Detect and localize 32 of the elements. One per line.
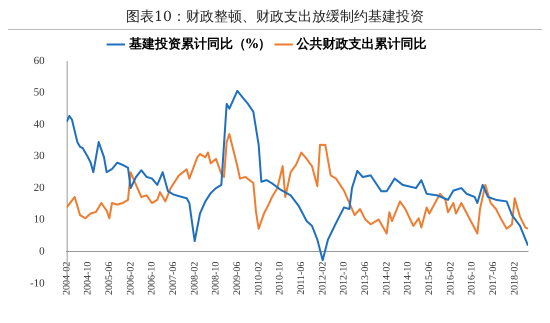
y-tick-label: 20 — [34, 182, 46, 194]
y-tick-label: 60 — [34, 54, 46, 67]
y-tick-label: 30 — [34, 150, 46, 162]
y-tick-label: 10 — [34, 214, 46, 226]
x-tick-label: 2009-06 — [232, 262, 243, 295]
legend-label: 公共财政支出累计同比 — [296, 36, 427, 52]
x-tick-label: 2016-02 — [445, 262, 456, 295]
x-tick-label: 2008-10 — [210, 262, 222, 295]
y-tick-label: 40 — [34, 118, 46, 130]
x-tick-label: 2015-06 — [424, 262, 435, 295]
x-tick-label: 2006-02 — [125, 262, 136, 295]
x-tick-label: 2010-10 — [274, 262, 286, 295]
x-tick-label: 2016-10 — [466, 262, 478, 295]
legend-label: 基建投资累计同比（%） — [128, 36, 272, 52]
x-tick-label: 2013-06 — [360, 262, 371, 295]
x-tick-label: 2014-02 — [381, 262, 392, 295]
y-tick-label: 50 — [34, 86, 46, 99]
x-tick-label: 2007-06 — [168, 262, 179, 295]
x-tick-label: 2004-10 — [82, 262, 94, 295]
x-tick-label: 2011-06 — [296, 262, 307, 295]
chart-title: 图表10：财政整顿、财政支出放缓制约基建投资 — [8, 8, 542, 30]
x-tick-label: 2017-06 — [488, 262, 499, 295]
y-tick-label: -10 — [30, 277, 46, 290]
x-tick-label: 2010-02 — [253, 262, 264, 295]
x-tick-label: 2005-06 — [104, 262, 115, 295]
x-tick-label: 2012-10 — [338, 262, 350, 295]
x-tick-label: 2014-10 — [402, 262, 414, 295]
x-tick-label: 2006-10 — [146, 262, 158, 295]
x-tick-label: 2018-02 — [509, 262, 520, 295]
x-tick-label: 2008-02 — [189, 262, 200, 295]
x-tick-label: 2012-02 — [317, 262, 328, 295]
y-tick-label: 0 — [39, 246, 46, 258]
